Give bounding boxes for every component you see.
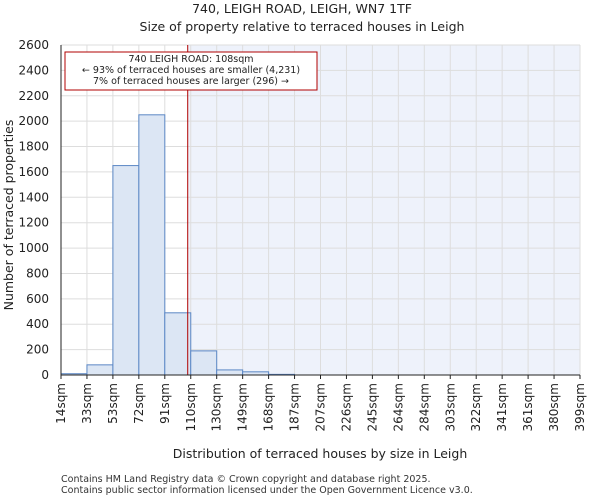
x-tick-label: 303sqm — [443, 383, 457, 431]
y-tick-label: 2400 — [18, 63, 49, 77]
x-tick-label: 33sqm — [80, 383, 94, 424]
histogram-bar — [216, 369, 244, 376]
x-tick-label: 91sqm — [158, 383, 172, 424]
y-tick-label: 2200 — [18, 89, 49, 103]
annotation-line2: ← 93% of terraced houses are smaller (4,… — [82, 65, 300, 76]
y-tick-label: 2600 — [18, 38, 49, 52]
plot-area: 0 200 400 600 800 1000 1200 1400 1600 1800 2000 220… — [18, 38, 587, 431]
x-tick-label: 341sqm — [495, 383, 509, 431]
x-tick-label: 380sqm — [547, 383, 561, 431]
histogram-bar — [86, 364, 114, 376]
y-axis-title: Number of terraced properties — [1, 120, 16, 311]
histogram-bar — [138, 114, 166, 376]
x-tick-label: 399sqm — [573, 383, 587, 431]
x-tick-label: 207sqm — [314, 383, 328, 431]
annotation-line1: 740 LEIGH ROAD: 108sqm — [128, 54, 253, 65]
chart-title-line2: Size of property relative to terraced ho… — [140, 19, 465, 34]
x-tick-label: 187sqm — [288, 383, 302, 431]
y-tick-label: 800 — [26, 266, 49, 280]
histogram-bar — [164, 312, 192, 376]
annotation-line3: 7% of terraced houses are larger (296) → — [93, 76, 289, 87]
x-tick-label: 168sqm — [262, 383, 276, 431]
x-tick-label: 149sqm — [236, 383, 250, 431]
x-tick-label: 110sqm — [184, 383, 198, 431]
x-tick-label: 245sqm — [365, 383, 379, 431]
x-tick-label: 361sqm — [521, 383, 535, 431]
y-tick-label: 0 — [41, 368, 49, 382]
annotation-box: 740 LEIGH ROAD: 108sqm ← 93% of terraced… — [64, 51, 318, 91]
x-tick-label: 284sqm — [417, 383, 431, 431]
x-tick-label: 226sqm — [339, 383, 353, 431]
x-tick-label: 72sqm — [132, 383, 146, 424]
y-tick-label: 1200 — [18, 216, 49, 230]
x-axis-title: Distribution of terraced houses by size … — [173, 446, 468, 461]
chart-title-line1: 740, LEIGH ROAD, LEIGH, WN7 1TF — [192, 1, 412, 16]
x-tick-label: 322sqm — [469, 383, 483, 431]
y-tick-label: 600 — [26, 292, 49, 306]
histogram-bar — [112, 165, 140, 376]
y-tick-label: 1600 — [18, 165, 49, 179]
x-tick-label: 14sqm — [54, 383, 68, 424]
y-tick-label: 2000 — [18, 114, 49, 128]
y-tick-label: 1800 — [18, 140, 49, 154]
larger-region-shading — [187, 45, 580, 375]
y-tick-label: 1000 — [18, 241, 49, 255]
x-tick-label: 264sqm — [391, 383, 405, 431]
footer-line2: Contains public sector information licen… — [61, 485, 473, 496]
y-tick-label: 1400 — [18, 190, 49, 204]
y-tick-label: 200 — [26, 343, 49, 357]
y-tick-label: 400 — [26, 317, 49, 331]
footer-line1: Contains HM Land Registry data © Crown c… — [61, 474, 431, 485]
x-tick-label: 53sqm — [106, 383, 120, 424]
histogram-bar — [190, 350, 218, 376]
x-tick-label: 130sqm — [210, 383, 224, 431]
